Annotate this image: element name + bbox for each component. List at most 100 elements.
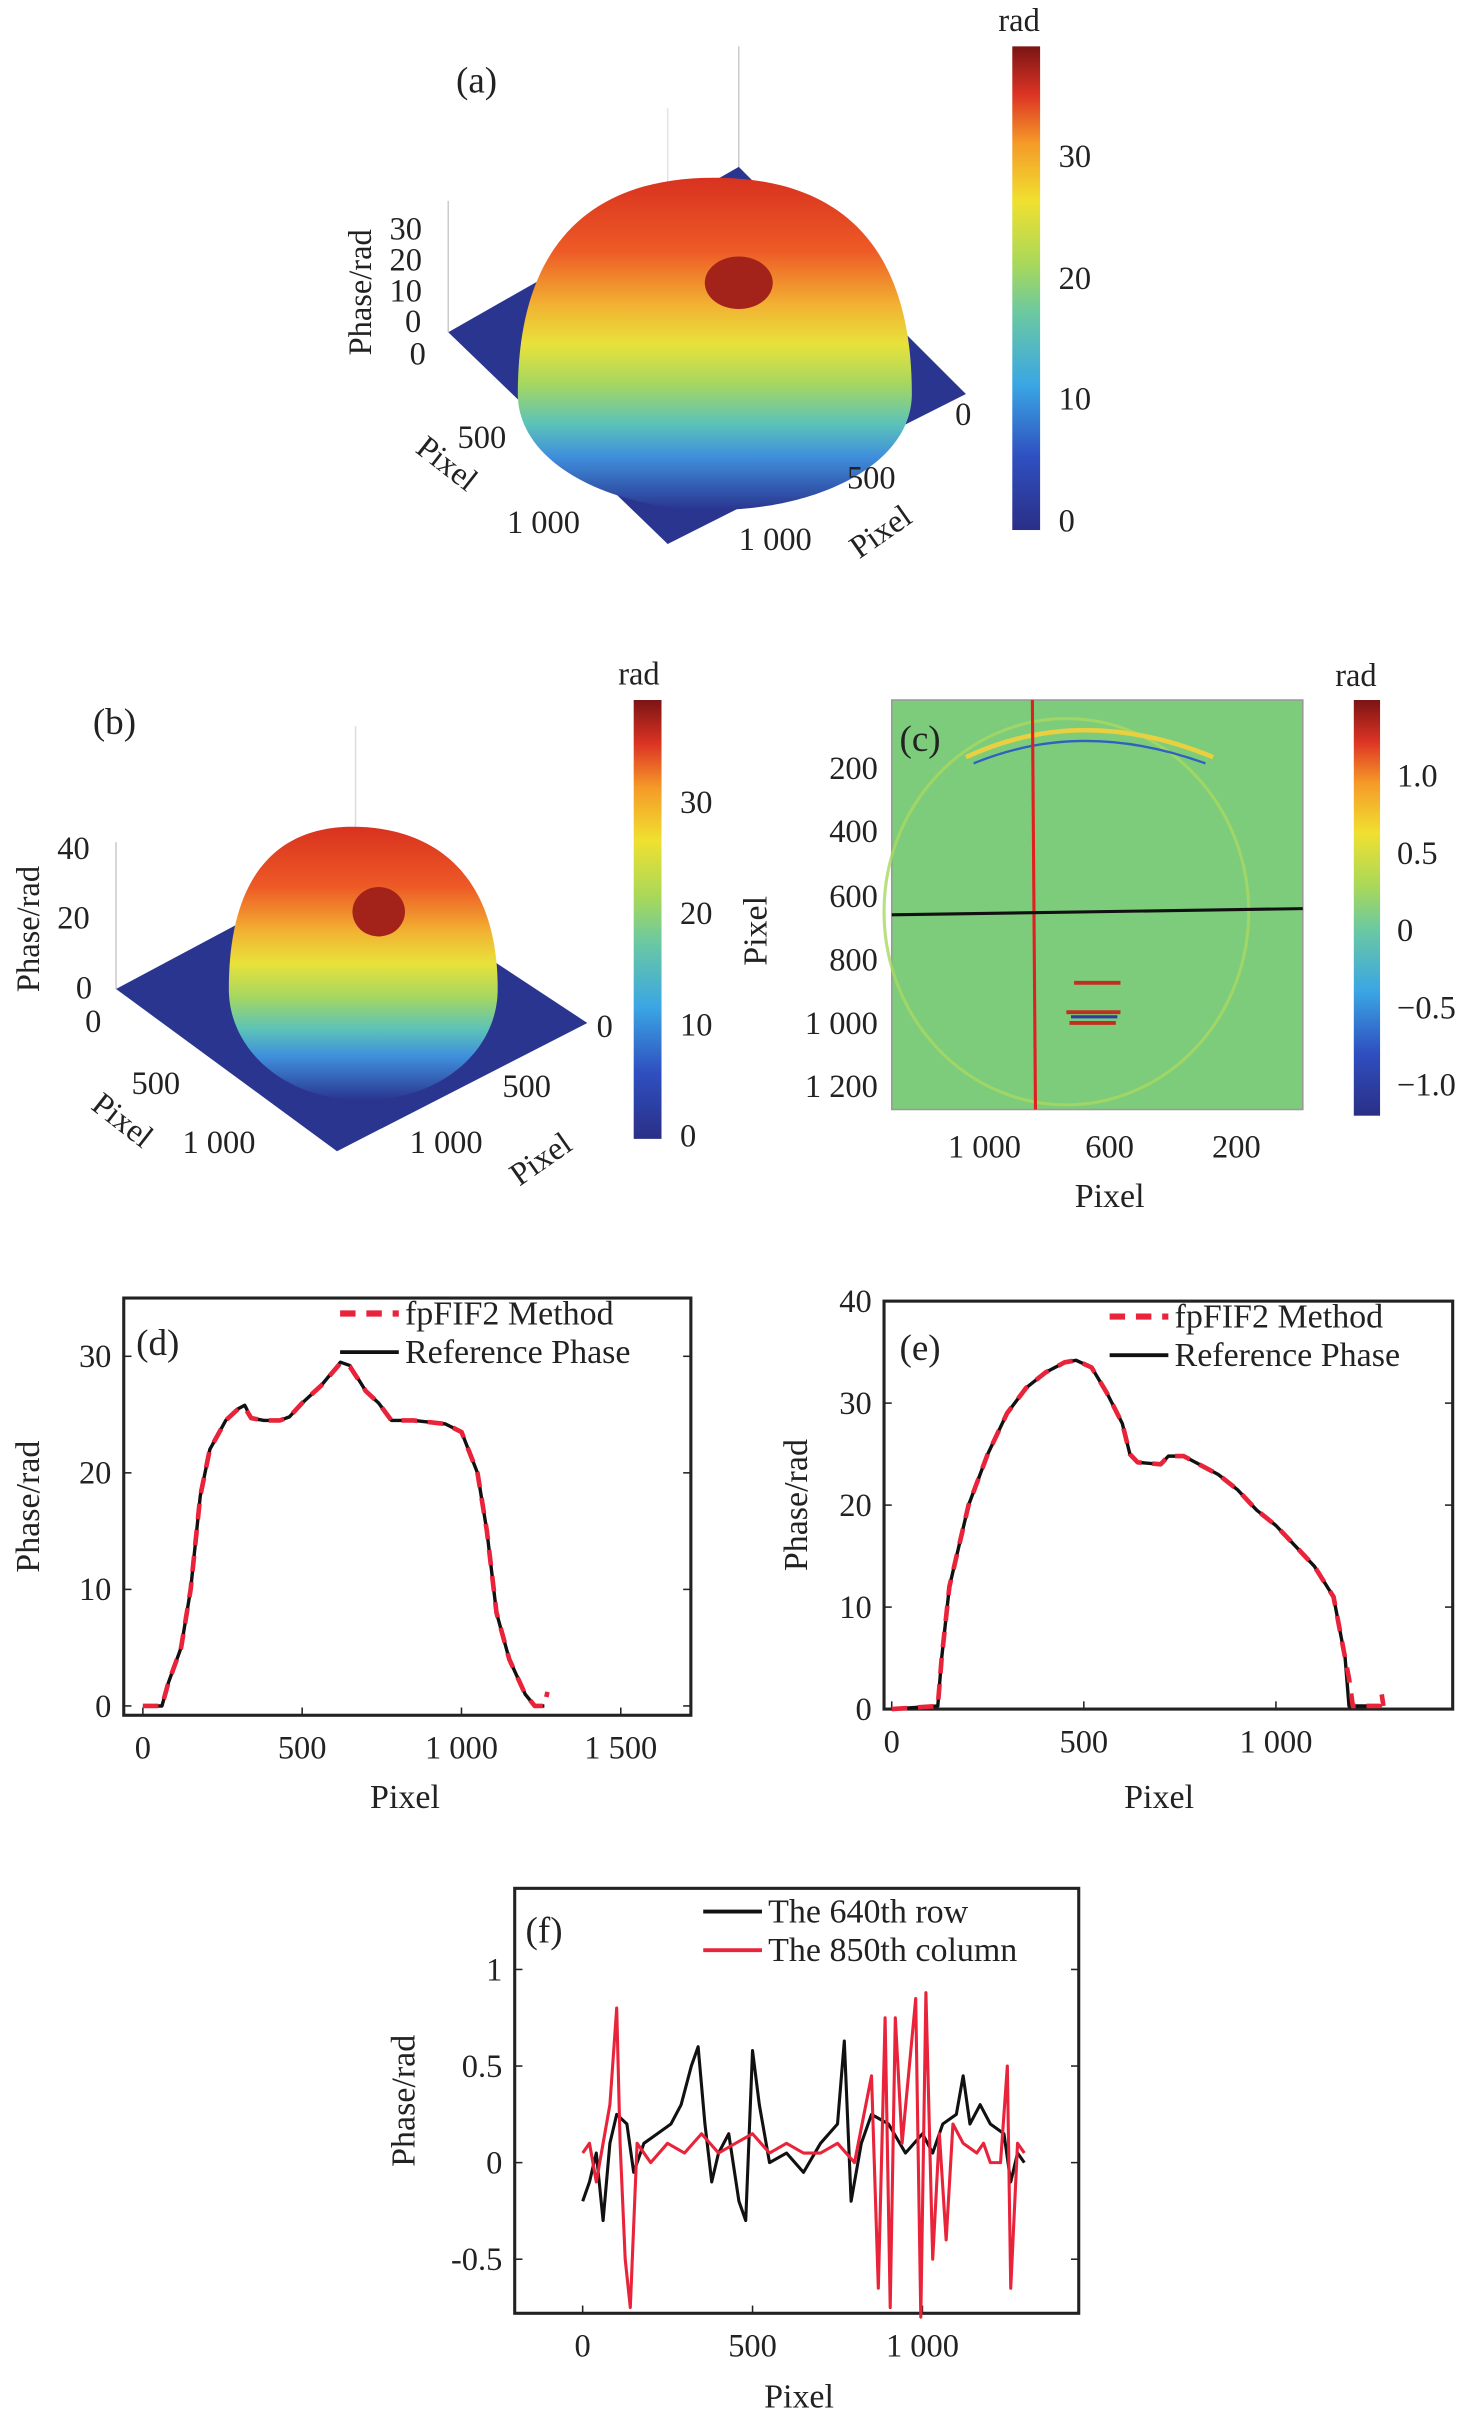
y-tick-label: 30: [839, 1386, 871, 1422]
colorbar: [633, 700, 662, 1139]
plot-frame: [122, 1296, 693, 1717]
phase-error-map: [890, 699, 1304, 1111]
x-tick-label: 1 000: [1239, 1724, 1312, 1760]
y-tick: 0: [597, 1009, 613, 1045]
colorbar-tick: 0: [680, 1119, 696, 1155]
z-tick: 30: [390, 212, 422, 248]
colorbar-title: rad: [618, 657, 659, 693]
panel-label: (f): [526, 1910, 563, 1951]
colorbar-tick: 30: [1059, 139, 1091, 175]
x-axis-label: Pixel: [764, 2379, 834, 2416]
surface-bump: [352, 886, 405, 937]
x-tick: 200: [1212, 1129, 1261, 1165]
column-line: [1030, 700, 1038, 1110]
y-tick-label: 10: [79, 1572, 111, 1608]
y-axis-label: Phase/rad: [385, 2035, 422, 2167]
series-line-reference-phase: [142, 1360, 545, 1708]
legend-label: fpFIF2 Method: [405, 1295, 614, 1332]
colorbar-tick: −0.5: [1397, 990, 1456, 1026]
x-tick-label: 500: [728, 2329, 777, 2365]
z-tick: 20: [390, 242, 422, 278]
y-tick-label: 10: [839, 1590, 871, 1626]
x-tick-label: 1 500: [584, 1731, 657, 1767]
z-tick: 40: [57, 831, 89, 867]
z-axis-label: Phase/rad: [343, 229, 379, 355]
y-tick: 1 200: [805, 1069, 878, 1105]
series-line-fpfif2-method: [142, 1360, 550, 1709]
y-tick: 800: [829, 942, 878, 978]
map-feature: [973, 739, 1206, 765]
colorbar-tick: 0.5: [1397, 836, 1438, 872]
map-ring: [882, 717, 1251, 1107]
panel-label: (b): [93, 702, 136, 743]
legend-label: fpFIF2 Method: [1175, 1298, 1384, 1335]
y-tick-label: -0.5: [451, 2242, 502, 2278]
x-tick-label: 0: [135, 1731, 151, 1767]
y-tick: 1 000: [410, 1125, 483, 1161]
line-charts: 0 500 1 000 1 5000102030Phase/radPixel(d)fp…: [10, 1284, 1455, 2416]
y-tick-label: 30: [79, 1339, 111, 1375]
series-line-the-850th-column: [581, 1991, 1026, 2319]
plot-frame: [513, 1886, 1081, 2315]
z-tick: 0: [410, 337, 426, 373]
chart-panel-f: 0 500 1 000 -0.5 0 0.5 1 Phase/rad Pixel (f) The 6…: [385, 1886, 1081, 2416]
y-tick: 1 000: [739, 522, 812, 558]
colorbar-tick: 0: [1059, 504, 1075, 540]
y-axis-label: Pixel: [843, 498, 918, 566]
y-tick: 400: [829, 814, 878, 850]
x-tick-label: 1 000: [425, 1731, 498, 1767]
x-tick: 1 000: [182, 1125, 255, 1161]
map-feature: [1066, 980, 1121, 1025]
panel-c: (c) Pixel 200 400 600 800 1 000 1 200 1 …: [738, 658, 1456, 1215]
z-tick: 10: [390, 273, 422, 309]
colorbar-tick: 30: [680, 785, 712, 821]
x-tick: 500: [458, 420, 507, 456]
colorbar-title: rad: [998, 3, 1039, 39]
surface-dome: [228, 826, 498, 1101]
x-tick: 1 000: [948, 1129, 1021, 1165]
colorbar-title: rad: [1335, 658, 1376, 694]
y-tick: 0: [955, 397, 971, 433]
x-tick: 600: [1085, 1129, 1134, 1165]
colorbar: [1353, 700, 1381, 1116]
legend-label: The 640th row: [768, 1893, 969, 1930]
row-line: [891, 907, 1303, 917]
x-tick-label: 1 000: [886, 2329, 959, 2365]
y-tick-label: 40: [839, 1284, 871, 1320]
colorbar-tick: 20: [1059, 261, 1091, 297]
surface-dome: [517, 177, 912, 510]
panel-a: (a) Phase/rad 30 20 10 0 0 500 1 000 Pix…: [343, 3, 1091, 566]
colorbar-tick: −1.0: [1397, 1068, 1456, 1104]
y-axis-label: Phase/rad: [10, 1441, 47, 1573]
y-tick: 500: [502, 1069, 551, 1105]
x-axis-label: Pixel: [370, 1779, 440, 1816]
x-tick-label: 500: [278, 1731, 327, 1767]
chart-panel-e: 0 500 1 000 0 10 20 30 40 Phase/rad Pixel (e) fpFIF…: [778, 1284, 1455, 1816]
map-feature: [964, 727, 1215, 760]
chart-panel-d: 0 500 1 000 1 500 0 10 20 30 Phase/rad Pixel (d) fp…: [10, 1295, 693, 1816]
y-tick-label: 0: [855, 1692, 871, 1728]
x-axis-label: Pixel: [1075, 1178, 1145, 1215]
legend-label: The 850th column: [768, 1932, 1017, 1969]
colorbar-tick: 20: [680, 896, 712, 932]
legend-label: Reference Phase: [405, 1334, 630, 1371]
y-axis-label: Pixel: [738, 896, 775, 966]
y-tick: 200: [829, 751, 878, 787]
z-axis-label: Phase/rad: [11, 866, 47, 992]
y-tick: 600: [829, 879, 878, 915]
colorbar-tick: 1.0: [1397, 759, 1438, 795]
x-tick-label: 500: [1060, 1724, 1109, 1760]
z-tick: 0: [76, 970, 92, 1006]
surface-bump: [704, 256, 773, 310]
y-tick: 500: [847, 460, 896, 496]
z-tick: 20: [57, 901, 89, 937]
x-axis-label: Pixel: [1124, 1779, 1194, 1816]
y-axis-label: Pixel: [503, 1126, 578, 1194]
y-tick-label: 0.5: [462, 2049, 503, 2085]
y-tick: 1 000: [805, 1006, 878, 1042]
legend-label: Reference Phase: [1175, 1337, 1401, 1374]
y-tick-label: 0: [486, 2145, 502, 2181]
series-line-fpfif2-method: [891, 1357, 1386, 1712]
y-tick-label: 0: [95, 1689, 111, 1725]
z-tick: 0: [405, 304, 421, 340]
